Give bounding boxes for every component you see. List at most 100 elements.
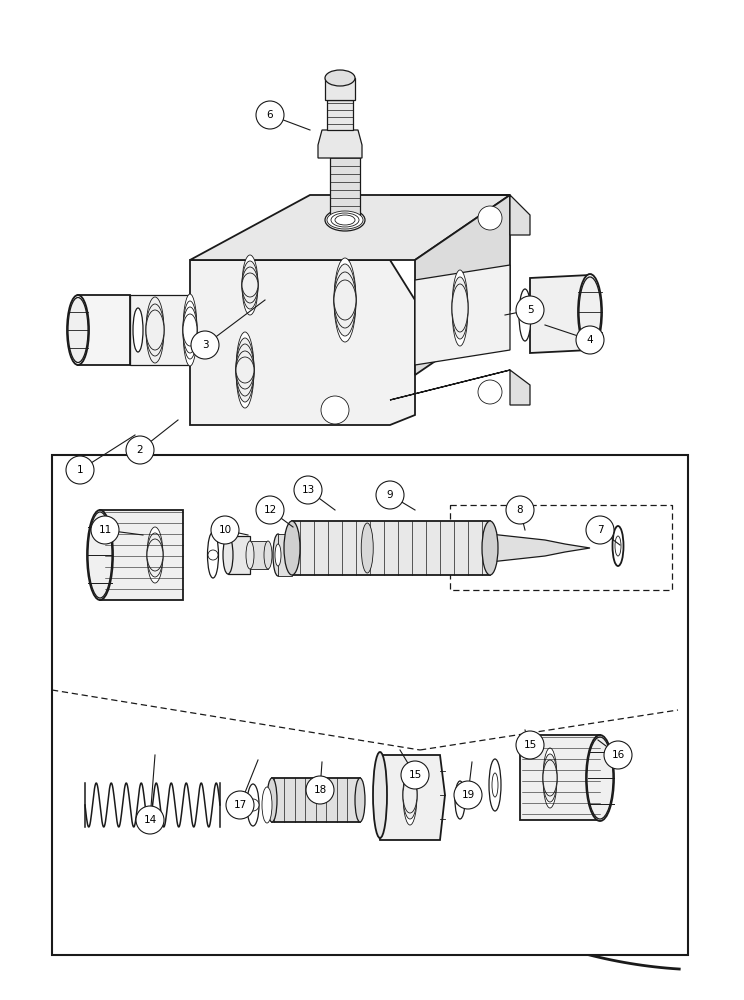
Ellipse shape: [242, 267, 258, 303]
Text: 15: 15: [408, 770, 422, 780]
Ellipse shape: [146, 304, 164, 356]
Text: 8: 8: [516, 505, 523, 515]
Polygon shape: [130, 295, 190, 365]
Text: 2: 2: [137, 445, 144, 455]
Circle shape: [576, 326, 604, 354]
Ellipse shape: [236, 357, 254, 383]
Ellipse shape: [147, 539, 163, 571]
Ellipse shape: [355, 778, 365, 822]
Ellipse shape: [284, 521, 300, 575]
Text: 11: 11: [98, 525, 112, 535]
Text: 19: 19: [461, 790, 475, 800]
Polygon shape: [520, 735, 600, 820]
Bar: [327, 100, 353, 130]
Ellipse shape: [489, 759, 501, 811]
Polygon shape: [490, 534, 590, 562]
Ellipse shape: [146, 297, 164, 363]
Circle shape: [376, 481, 404, 509]
Polygon shape: [415, 265, 510, 365]
Circle shape: [208, 550, 218, 560]
Polygon shape: [228, 536, 250, 574]
Ellipse shape: [242, 255, 258, 315]
Ellipse shape: [236, 344, 254, 396]
Circle shape: [66, 456, 94, 484]
Circle shape: [91, 516, 119, 544]
Ellipse shape: [147, 533, 163, 577]
Text: 3: 3: [202, 340, 208, 350]
Bar: [330, 155, 360, 220]
Circle shape: [211, 516, 239, 544]
Ellipse shape: [133, 308, 143, 352]
Ellipse shape: [331, 213, 359, 227]
Ellipse shape: [335, 215, 355, 225]
Ellipse shape: [334, 258, 356, 342]
Circle shape: [401, 761, 429, 789]
Ellipse shape: [273, 534, 283, 576]
Ellipse shape: [403, 771, 417, 819]
Circle shape: [136, 806, 164, 834]
Circle shape: [455, 795, 465, 805]
Circle shape: [586, 516, 614, 544]
Text: 16: 16: [612, 750, 625, 760]
Bar: [325, 78, 355, 100]
Ellipse shape: [87, 510, 113, 600]
Ellipse shape: [236, 332, 254, 408]
Ellipse shape: [452, 270, 468, 346]
Polygon shape: [78, 295, 130, 365]
Polygon shape: [390, 195, 530, 235]
Circle shape: [478, 380, 502, 404]
Ellipse shape: [275, 544, 281, 566]
Text: 15: 15: [523, 740, 536, 750]
Ellipse shape: [543, 760, 557, 796]
Text: 18: 18: [313, 785, 327, 795]
Ellipse shape: [452, 284, 468, 332]
Ellipse shape: [183, 294, 197, 366]
Ellipse shape: [334, 280, 356, 320]
Circle shape: [454, 781, 482, 809]
Text: 1: 1: [77, 465, 83, 475]
Ellipse shape: [183, 314, 197, 346]
Circle shape: [321, 396, 349, 424]
Ellipse shape: [223, 536, 233, 574]
Ellipse shape: [242, 261, 258, 309]
Ellipse shape: [519, 289, 531, 341]
Ellipse shape: [262, 787, 272, 823]
Text: 6: 6: [266, 110, 273, 120]
Ellipse shape: [325, 70, 355, 86]
Circle shape: [247, 799, 259, 811]
Ellipse shape: [455, 781, 465, 819]
Polygon shape: [375, 755, 445, 840]
Polygon shape: [190, 195, 510, 260]
Ellipse shape: [452, 277, 468, 339]
Ellipse shape: [334, 264, 356, 336]
Circle shape: [294, 476, 322, 504]
Ellipse shape: [147, 527, 163, 583]
Polygon shape: [530, 275, 590, 353]
Ellipse shape: [236, 351, 254, 389]
Ellipse shape: [543, 748, 557, 808]
Polygon shape: [190, 260, 415, 425]
Text: 14: 14: [144, 815, 157, 825]
Ellipse shape: [247, 784, 259, 826]
Circle shape: [256, 101, 284, 129]
Ellipse shape: [264, 541, 272, 569]
Polygon shape: [250, 541, 268, 569]
Polygon shape: [390, 370, 530, 405]
Circle shape: [226, 791, 254, 819]
Ellipse shape: [236, 338, 254, 402]
Text: 13: 13: [301, 485, 315, 495]
Ellipse shape: [325, 209, 365, 231]
Circle shape: [516, 731, 544, 759]
Ellipse shape: [208, 532, 219, 578]
Polygon shape: [292, 521, 490, 575]
Ellipse shape: [612, 526, 623, 566]
Ellipse shape: [183, 307, 197, 353]
Text: 9: 9: [387, 490, 394, 500]
Circle shape: [306, 776, 334, 804]
Ellipse shape: [183, 301, 197, 359]
Ellipse shape: [403, 777, 417, 813]
Ellipse shape: [67, 295, 89, 365]
Text: 5: 5: [527, 305, 533, 315]
Polygon shape: [278, 534, 292, 576]
Ellipse shape: [289, 544, 295, 566]
